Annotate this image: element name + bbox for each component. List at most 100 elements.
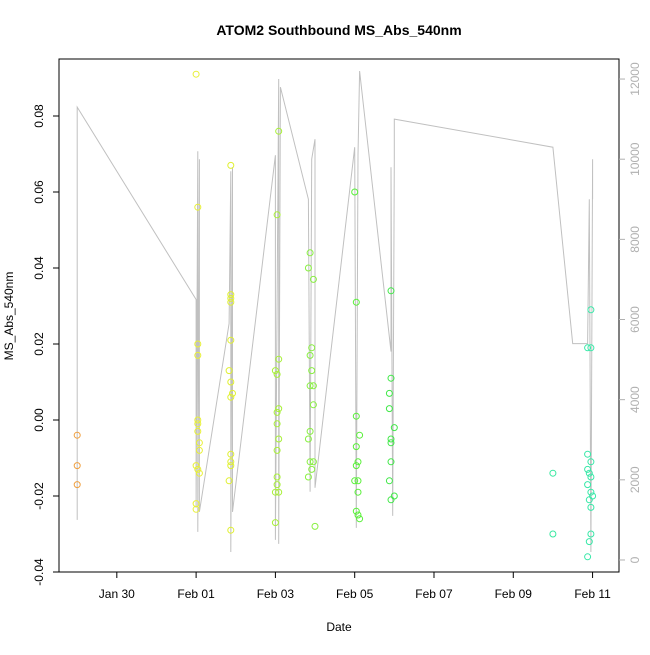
data-point xyxy=(195,469,203,477)
data-point xyxy=(587,530,595,538)
chart-title: ATOM2 Southbound MS_Abs_540nm xyxy=(216,22,461,38)
data-point xyxy=(587,473,595,481)
data-point xyxy=(306,427,314,435)
data-point xyxy=(227,161,235,169)
data-point xyxy=(385,477,393,485)
data-point xyxy=(227,378,235,386)
y-tick-label: 0.08 xyxy=(32,104,46,128)
y2-tick-label: 8000 xyxy=(628,226,642,253)
data-point xyxy=(227,294,235,302)
data-point xyxy=(352,298,360,306)
data-point xyxy=(587,503,595,511)
x-tick-label: Feb 01 xyxy=(177,587,215,601)
data-point xyxy=(271,488,279,496)
data-point xyxy=(273,473,281,481)
data-point xyxy=(587,306,595,314)
data-point xyxy=(309,275,317,283)
data-point xyxy=(387,287,395,295)
data-point xyxy=(549,469,557,477)
data-point xyxy=(387,374,395,382)
data-point xyxy=(311,522,319,530)
y-tick-label: 0.04 xyxy=(32,256,46,280)
data-point xyxy=(352,412,360,420)
x-axis-label: Date xyxy=(326,620,352,634)
data-point xyxy=(584,465,592,473)
data-point xyxy=(352,462,360,470)
data-point xyxy=(387,439,395,447)
data-point xyxy=(387,458,395,466)
y2-tick-label: 12000 xyxy=(628,62,642,96)
data-point xyxy=(273,370,281,378)
data-point xyxy=(271,367,279,375)
x-tick-label: Jan 30 xyxy=(99,587,135,601)
data-point xyxy=(356,431,364,439)
data-point xyxy=(271,519,279,527)
data-point xyxy=(273,446,281,454)
data-point xyxy=(306,382,314,390)
x-tick-label: Feb 11 xyxy=(574,587,611,601)
data-point xyxy=(73,481,81,489)
data-point xyxy=(587,458,595,466)
data-point xyxy=(308,367,316,375)
data-point xyxy=(351,477,359,485)
data-point xyxy=(275,488,283,496)
data-point xyxy=(195,439,203,447)
data-point xyxy=(229,389,236,397)
data-point xyxy=(385,389,393,397)
data-point xyxy=(194,203,202,211)
y2-tick-label: 0 xyxy=(628,556,642,563)
data-point xyxy=(387,435,395,443)
data-point xyxy=(275,435,283,443)
data-point xyxy=(354,477,362,485)
data-point xyxy=(273,408,281,416)
data-point xyxy=(354,488,362,496)
data-point xyxy=(227,298,235,306)
data-point xyxy=(309,458,317,466)
data-point xyxy=(194,427,202,435)
y-tick-label: 0.00 xyxy=(32,408,46,432)
data-point xyxy=(584,553,592,561)
y-tick-label: 0.02 xyxy=(32,332,46,356)
data-point xyxy=(273,420,281,428)
data-point xyxy=(73,462,81,470)
data-point xyxy=(304,435,312,443)
y-axis-label: MS_Abs_540nm xyxy=(2,272,16,361)
data-point xyxy=(195,446,203,454)
data-point xyxy=(304,264,312,272)
data-point xyxy=(549,530,557,538)
data-point xyxy=(352,507,360,515)
data-point xyxy=(275,127,283,135)
data-point xyxy=(192,505,200,513)
x-tick-label: Feb 05 xyxy=(336,587,374,601)
y2-tick-label: 6000 xyxy=(628,306,642,333)
data-point xyxy=(306,458,314,466)
y2-tick-label: 10000 xyxy=(628,142,642,176)
data-point xyxy=(585,496,593,504)
data-point xyxy=(385,405,393,413)
data-point xyxy=(192,462,200,470)
data-point xyxy=(587,488,595,496)
data-point xyxy=(584,481,592,489)
data-point xyxy=(227,462,235,470)
data-point xyxy=(273,211,281,219)
data-point xyxy=(390,424,398,432)
secondary-line-layer xyxy=(76,70,594,553)
data-point xyxy=(308,344,316,352)
data-point xyxy=(227,393,235,401)
data-point xyxy=(227,526,235,534)
data-point xyxy=(387,496,395,504)
data-point xyxy=(227,458,235,466)
data-point xyxy=(194,416,202,424)
y-tick-label: -0.04 xyxy=(32,558,46,586)
data-point xyxy=(351,188,359,196)
y2-tick-label: 4000 xyxy=(628,386,642,413)
data-point xyxy=(585,538,593,546)
y-axis: -0.04 -0.02 0.00 0.02 0.04 0.06 0.08 xyxy=(32,104,59,586)
data-point xyxy=(227,450,235,458)
data-point xyxy=(306,351,314,359)
data-point xyxy=(354,511,362,519)
secondary-series-line xyxy=(76,70,594,553)
data-point xyxy=(584,344,592,352)
data-point xyxy=(194,340,202,348)
